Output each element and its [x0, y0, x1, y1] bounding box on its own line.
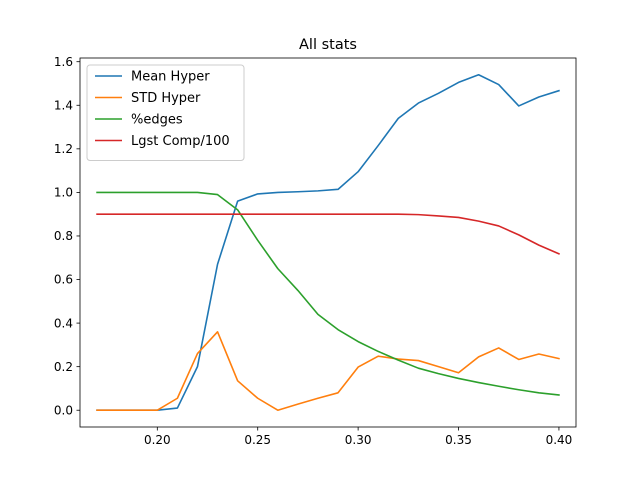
legend-label-mean-hyper: Mean Hyper: [131, 70, 210, 85]
y-tick-label: 0.0: [54, 403, 73, 417]
chart-title: All stats: [299, 37, 357, 53]
y-tick-label: 0.2: [54, 360, 73, 374]
y-tick-label: 0.4: [54, 316, 73, 330]
x-tick-label: 0.35: [445, 433, 472, 447]
y-tick-label: 1.6: [54, 55, 73, 69]
plot-area: 0.20 0.25 0.30 0.35 0.40 0.0 0.2 0.4 0.6 0.8 1.0 1.…: [54, 55, 577, 447]
series-line-std-hyper: [96, 331, 560, 412]
y-tick-label: 0.8: [54, 229, 73, 243]
series-line-mean-hyper: [96, 73, 560, 412]
x-tick-label: 0.25: [244, 433, 271, 447]
y-tick-label: 1.0: [54, 186, 73, 200]
legend-label-lgst-comp-100: Lgst Comp/100: [131, 134, 230, 149]
series-line-edges: [96, 191, 560, 396]
x-tick-label: 0.40: [546, 433, 573, 447]
y-tick-label: 0.6: [54, 273, 73, 287]
axes-frame: [79, 57, 577, 428]
legend-box: [86, 64, 245, 161]
legend-label-edges: %edges: [131, 113, 183, 128]
series-line-lgst-comp-100: [96, 213, 560, 255]
x-tick-label: 0.30: [345, 433, 372, 447]
y-tick-label: 1.2: [54, 142, 73, 156]
x-tick-label: 0.20: [144, 433, 171, 447]
legend-label-std-hyper: STD Hyper: [131, 91, 201, 106]
y-tick-label: 1.4: [54, 98, 73, 112]
